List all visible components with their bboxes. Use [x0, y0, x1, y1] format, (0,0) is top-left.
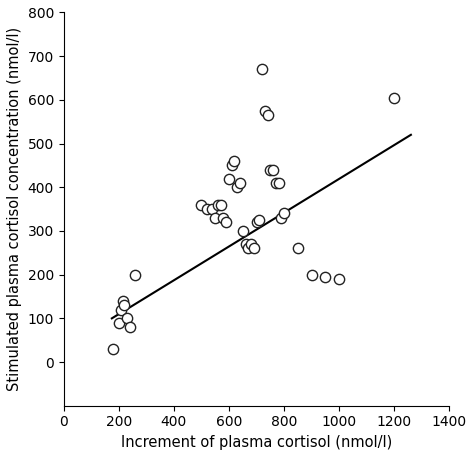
Point — [123, 315, 131, 322]
Point — [211, 214, 219, 222]
Point — [308, 271, 316, 278]
Point — [231, 157, 238, 165]
Y-axis label: Stimulated plasma cortisol concentration (nmol/l): Stimulated plasma cortisol concentration… — [7, 27, 22, 391]
Point — [247, 240, 255, 248]
Point — [119, 297, 127, 304]
Point — [228, 162, 236, 169]
Point — [272, 179, 280, 186]
Point — [131, 271, 139, 278]
Point — [269, 166, 277, 174]
Point — [217, 201, 225, 208]
Point — [203, 206, 211, 213]
Point — [120, 302, 128, 309]
Point — [118, 306, 125, 314]
Point — [250, 245, 257, 252]
Point — [245, 245, 252, 252]
Point — [239, 227, 246, 234]
Point — [294, 245, 301, 252]
Point — [258, 66, 266, 73]
Point — [126, 324, 134, 331]
Point — [214, 201, 222, 208]
Point — [255, 216, 263, 223]
Point — [198, 201, 205, 208]
Point — [261, 107, 269, 114]
X-axis label: Increment of plasma cortisol (nmol/l): Increment of plasma cortisol (nmol/l) — [121, 435, 392, 450]
Point — [264, 112, 271, 119]
Point — [275, 179, 283, 186]
Point — [253, 218, 260, 226]
Point — [280, 210, 288, 217]
Point — [322, 273, 329, 281]
Point — [222, 218, 230, 226]
Point — [391, 94, 398, 101]
Point — [242, 240, 249, 248]
Point — [266, 166, 274, 174]
Point — [209, 206, 216, 213]
Point — [336, 276, 343, 283]
Point — [219, 214, 227, 222]
Point — [234, 184, 241, 191]
Point — [236, 179, 244, 186]
Point — [225, 175, 233, 182]
Point — [115, 319, 122, 326]
Point — [278, 214, 285, 222]
Point — [109, 345, 117, 353]
